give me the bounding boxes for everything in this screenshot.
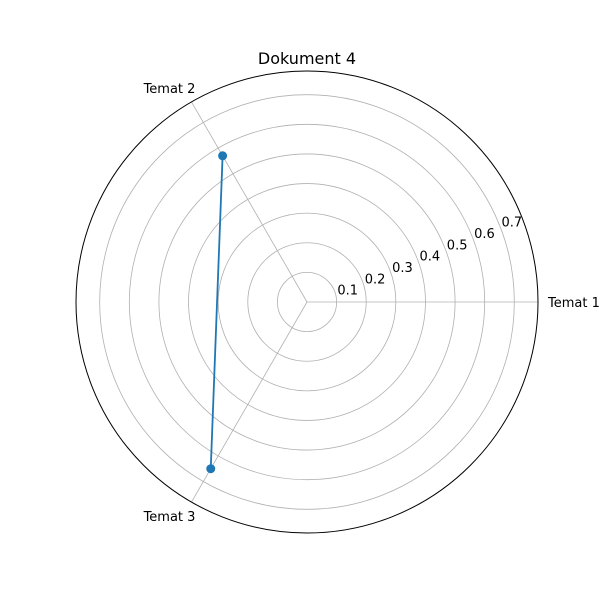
- radial-tick-label: 0.1: [337, 284, 358, 299]
- category-label: Temat 3: [143, 510, 196, 525]
- radial-tick-label: 0.6: [474, 227, 495, 242]
- radial-tick-labels: 0.1 0.2 0.3 0.4 0.5 0.6 0.7: [337, 216, 522, 299]
- polar-frame: [75, 70, 539, 534]
- data-point: [218, 151, 228, 161]
- radial-tick-label: 0.3: [392, 261, 413, 276]
- data-point: [206, 464, 216, 474]
- radial-tick-label: 0.5: [447, 238, 468, 253]
- chart-title: Dokument 4: [258, 49, 356, 68]
- radial-tick-label: 0.4: [419, 250, 440, 265]
- series-line: [209, 155, 224, 469]
- category-label: Temat 2: [143, 82, 196, 97]
- category-labels: Temat 1 Temat 2 Temat 3: [143, 82, 600, 525]
- category-label: Temat 1: [547, 296, 600, 311]
- radial-tick-label: 0.2: [365, 272, 386, 287]
- angular-grid: [191, 101, 538, 503]
- spoke-line: [191, 101, 308, 303]
- radial-tick-label: 0.7: [502, 216, 523, 231]
- series-layer: [206, 151, 228, 474]
